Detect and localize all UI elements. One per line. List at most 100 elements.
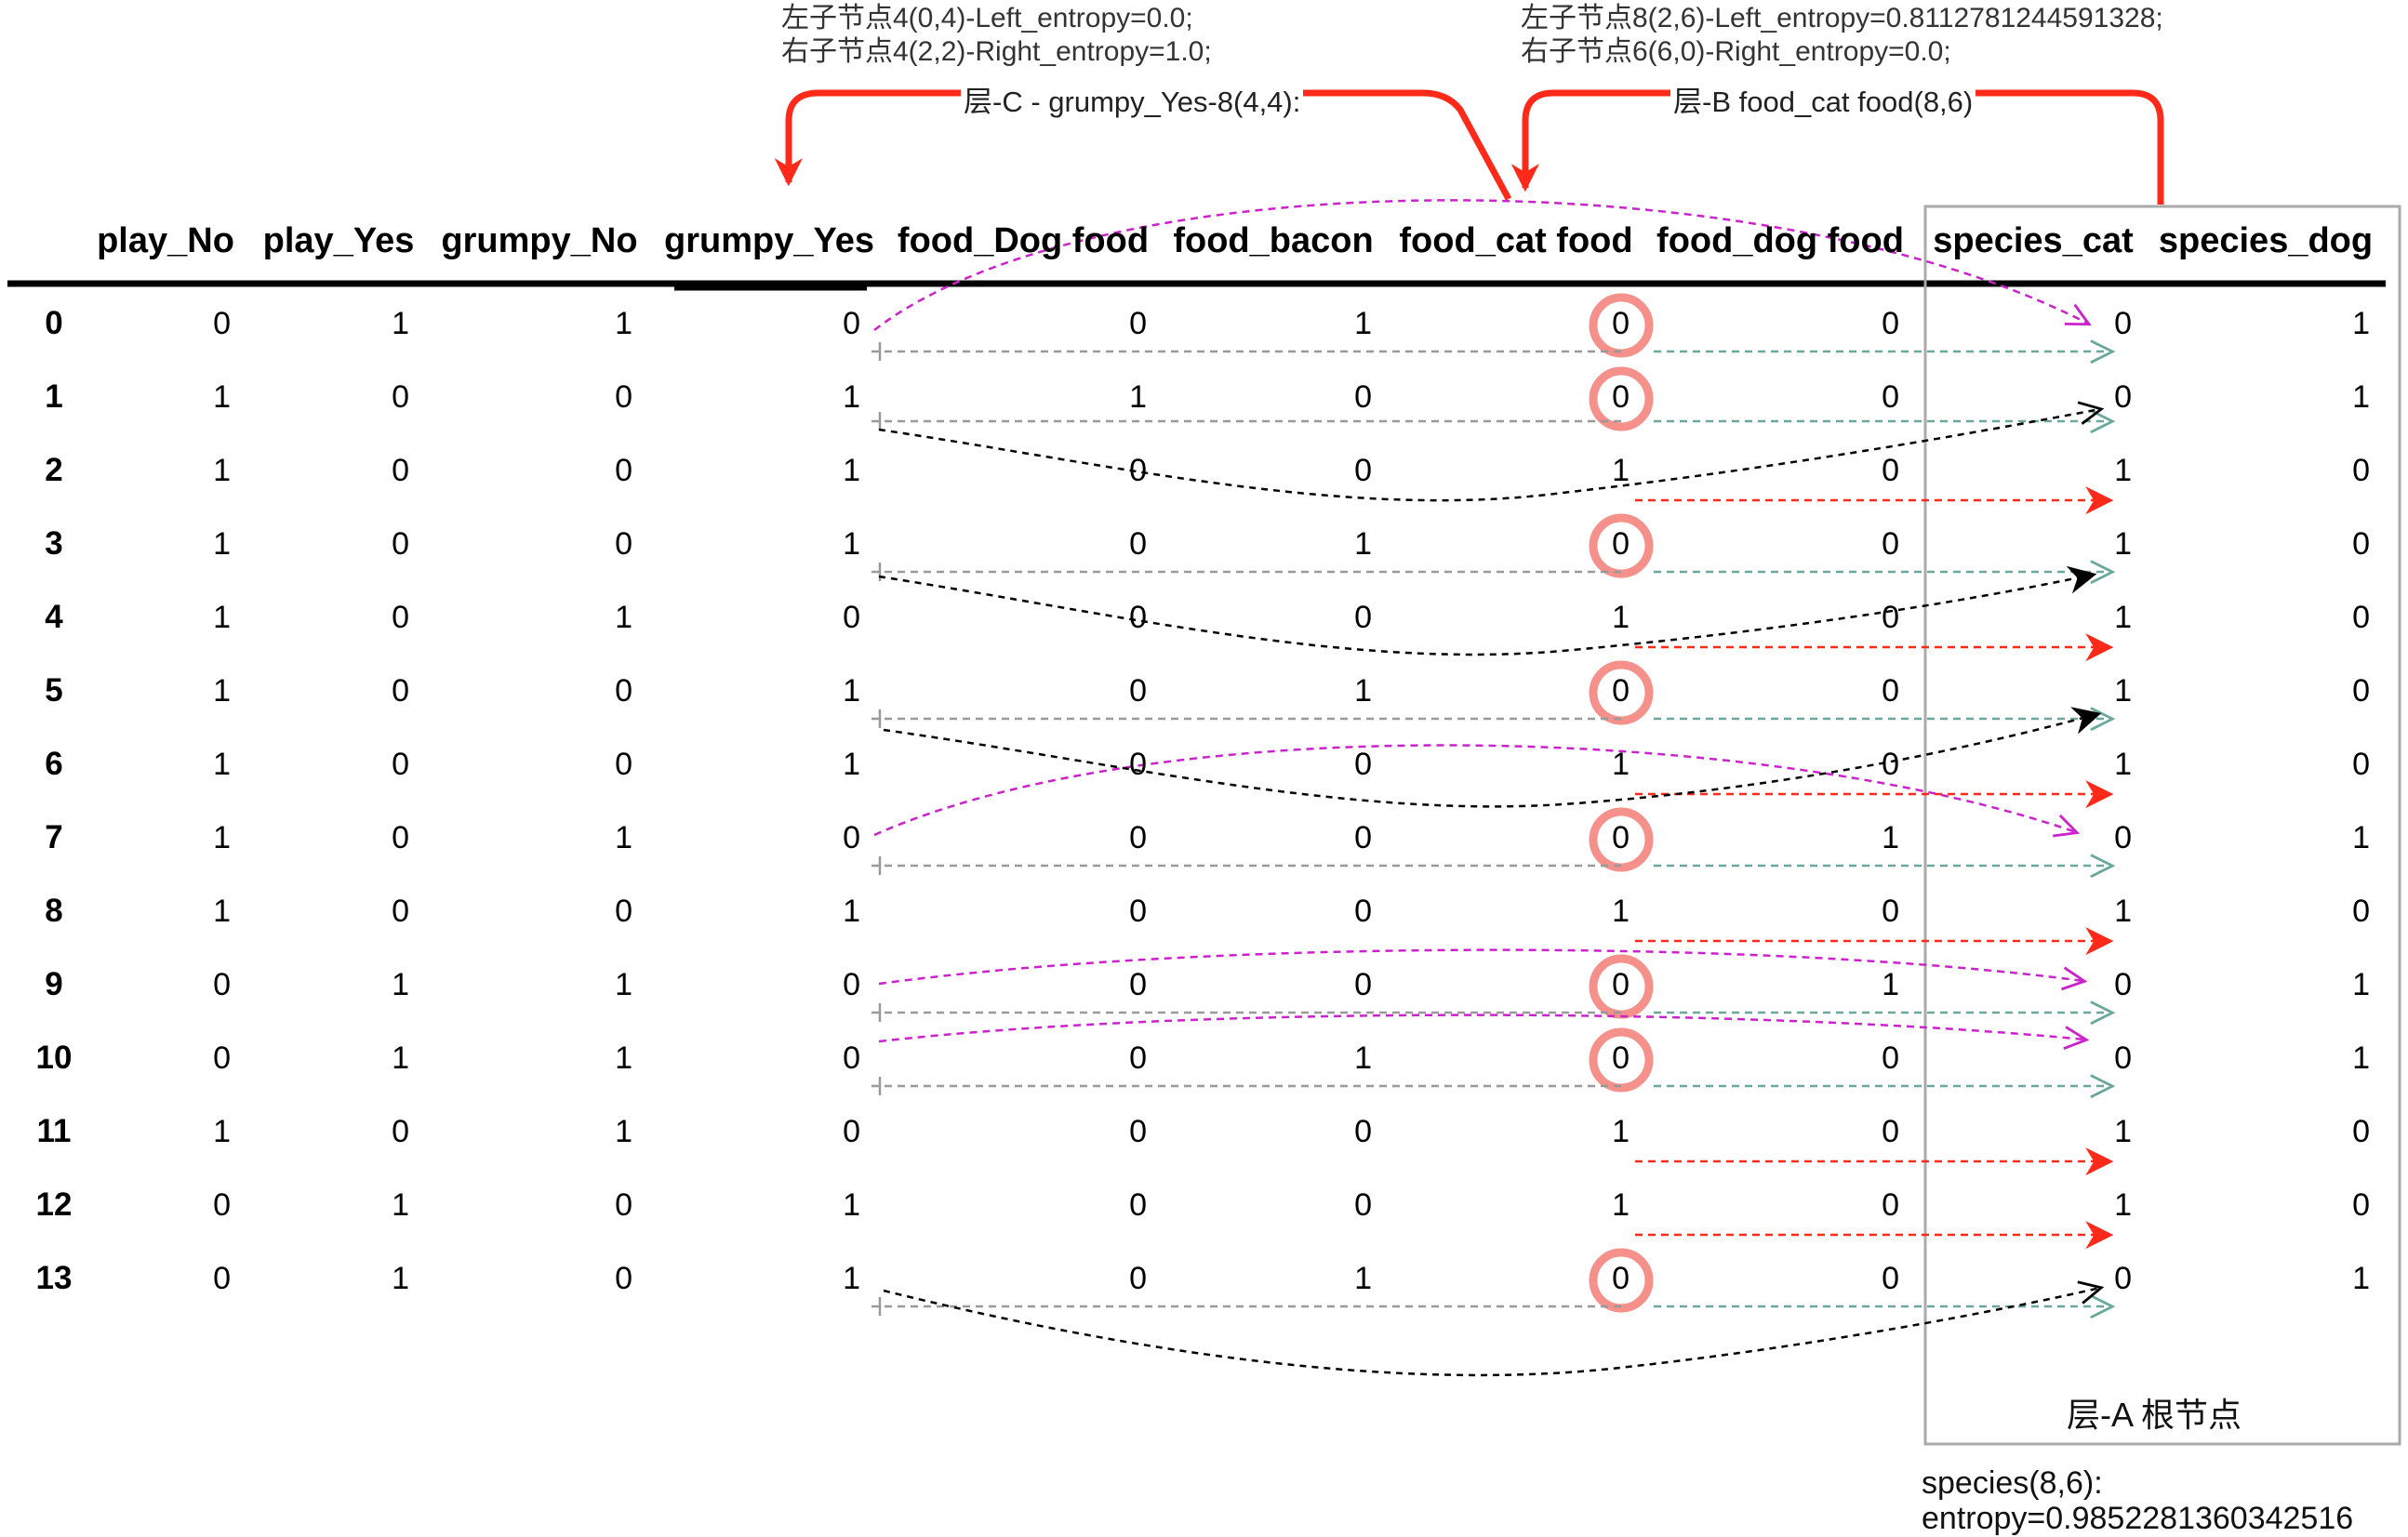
table-cell: 0 [392, 747, 409, 782]
table-cell: 0 [1612, 306, 1630, 341]
table-cell: 0 [1129, 1114, 1147, 1149]
table-cell: 1 [615, 1040, 632, 1076]
row-index: 10 [35, 1040, 73, 1076]
table-cell: 1 [213, 526, 231, 562]
grumpy-yes-zero-curve [873, 744, 2081, 838]
table-cell: 0 [392, 453, 409, 488]
column-header-food_dog-food: food_Dog food [897, 221, 1150, 260]
table-cell: 0 [1882, 306, 1899, 341]
table-cell: 1 [213, 379, 231, 415]
b-left-child-annotation: 左子节点8(2,6)-Left_entropy=0.81127812445913… [1521, 3, 2163, 33]
table-cell: 0 [1612, 1040, 1630, 1076]
table-cell: 1 [615, 306, 632, 341]
table-cell: 1 [1354, 1040, 1372, 1076]
grumpy-yes-zero-curve [878, 948, 2088, 991]
table-cell: 0 [1612, 967, 1630, 1002]
table-cell: 0 [392, 673, 409, 709]
table-cell: 0 [1129, 600, 1147, 635]
table-cell: 1 [1354, 1261, 1372, 1296]
table-cell: 0 [843, 1114, 860, 1149]
table-cell: 1 [2352, 820, 2370, 855]
column-header-play_yes: play_Yes [262, 221, 415, 260]
row-index: 9 [45, 966, 63, 1002]
table-cell: 0 [392, 820, 409, 855]
table-cell: 0 [1129, 820, 1147, 855]
table-cell: 0 [1354, 1187, 1372, 1223]
row-index: 1 [45, 378, 63, 415]
table-cell: 1 [392, 306, 409, 341]
table-cell: 0 [1612, 820, 1630, 855]
table-cell: 0 [1882, 1040, 1899, 1076]
table-cell: 0 [615, 379, 632, 415]
row-index: 7 [45, 819, 63, 855]
table-cell: 1 [213, 894, 231, 929]
layer-a-label: 层-A 根节点 [2067, 1396, 2242, 1434]
highlight-circle [1589, 660, 1654, 725]
table-cell: 0 [2114, 820, 2132, 855]
table-cell: 1 [392, 1187, 409, 1223]
row-index: 4 [45, 599, 63, 635]
table-cell: 1 [2114, 1114, 2132, 1149]
table-cell: 0 [1129, 894, 1147, 929]
table-cell: 1 [213, 600, 231, 635]
c-right-child-annotation: 右子节点4(2,2)-Right_entropy=1.0; [781, 36, 1212, 67]
table-cell: 0 [2352, 453, 2370, 488]
table-cell: 0 [1882, 1114, 1899, 1149]
row-index: 5 [45, 672, 63, 709]
table-cell: 1 [1612, 453, 1630, 488]
table-cell: 0 [615, 453, 632, 488]
table-cell: 0 [1882, 673, 1899, 709]
table-cell: 0 [2352, 1114, 2370, 1149]
table-cell: 1 [843, 379, 860, 415]
table-cell: 1 [1612, 1187, 1630, 1223]
row-index: 3 [45, 525, 63, 562]
b-right-child-annotation: 右子节点6(6,0)-Right_entropy=0.0; [1521, 36, 1951, 67]
column-header-food_cat-food: food_cat food [1399, 221, 1633, 260]
table-cell: 0 [392, 894, 409, 929]
table-cell: 0 [1882, 747, 1899, 782]
table-cell: 1 [843, 526, 860, 562]
column-header-food_bacon: food_bacon [1173, 221, 1374, 260]
highlight-circle [1589, 954, 1654, 1019]
root-entropy-label: entropy=0.9852281360342516 [1922, 1501, 2354, 1536]
table-cell: 1 [213, 747, 231, 782]
column-header-species_dog: species_dog [2158, 221, 2374, 260]
table-cell: 0 [1882, 894, 1899, 929]
table-cell: 1 [2114, 600, 2132, 635]
table-cell: 1 [843, 1261, 860, 1296]
table-cell: 0 [392, 526, 409, 562]
table-cell: 0 [213, 967, 231, 1002]
table-cell: 0 [1882, 526, 1899, 562]
table-cell: 0 [1354, 1114, 1372, 1149]
table-cell: 0 [2352, 747, 2370, 782]
grumpy-yes-one-curve [878, 401, 2105, 502]
table-cell: 1 [2114, 673, 2132, 709]
highlight-circle [1589, 807, 1654, 872]
table-cell: 0 [1354, 379, 1372, 415]
table-cell: 1 [1354, 673, 1372, 709]
row-index: 2 [45, 452, 63, 488]
layer-b-label: 层-B food_cat food(8,6) [1670, 78, 1976, 120]
table-cell: 0 [2114, 967, 2132, 1002]
table-cell: 0 [1882, 1187, 1899, 1223]
table-cell: 0 [1882, 1261, 1899, 1296]
table-cell: 1 [1612, 1114, 1630, 1149]
table-cell: 0 [843, 820, 860, 855]
table-cell: 0 [2352, 1187, 2370, 1223]
table-cell: 0 [1354, 820, 1372, 855]
table-cell: 0 [1354, 600, 1372, 635]
table-cell: 1 [213, 453, 231, 488]
table-cell: 0 [392, 379, 409, 415]
table-cell: 0 [2114, 379, 2132, 415]
table-cell: 0 [843, 967, 860, 1002]
row-index: 0 [45, 305, 63, 341]
table-cell: 0 [843, 1040, 860, 1076]
row-index: 6 [45, 746, 63, 782]
table-cell: 1 [213, 673, 231, 709]
table-cell: 0 [2352, 894, 2370, 929]
grumpy-yes-one-curve [883, 707, 2102, 808]
row-index: 11 [36, 1113, 72, 1149]
table-cell: 1 [1882, 967, 1899, 1002]
table-cell: 1 [615, 1114, 632, 1149]
